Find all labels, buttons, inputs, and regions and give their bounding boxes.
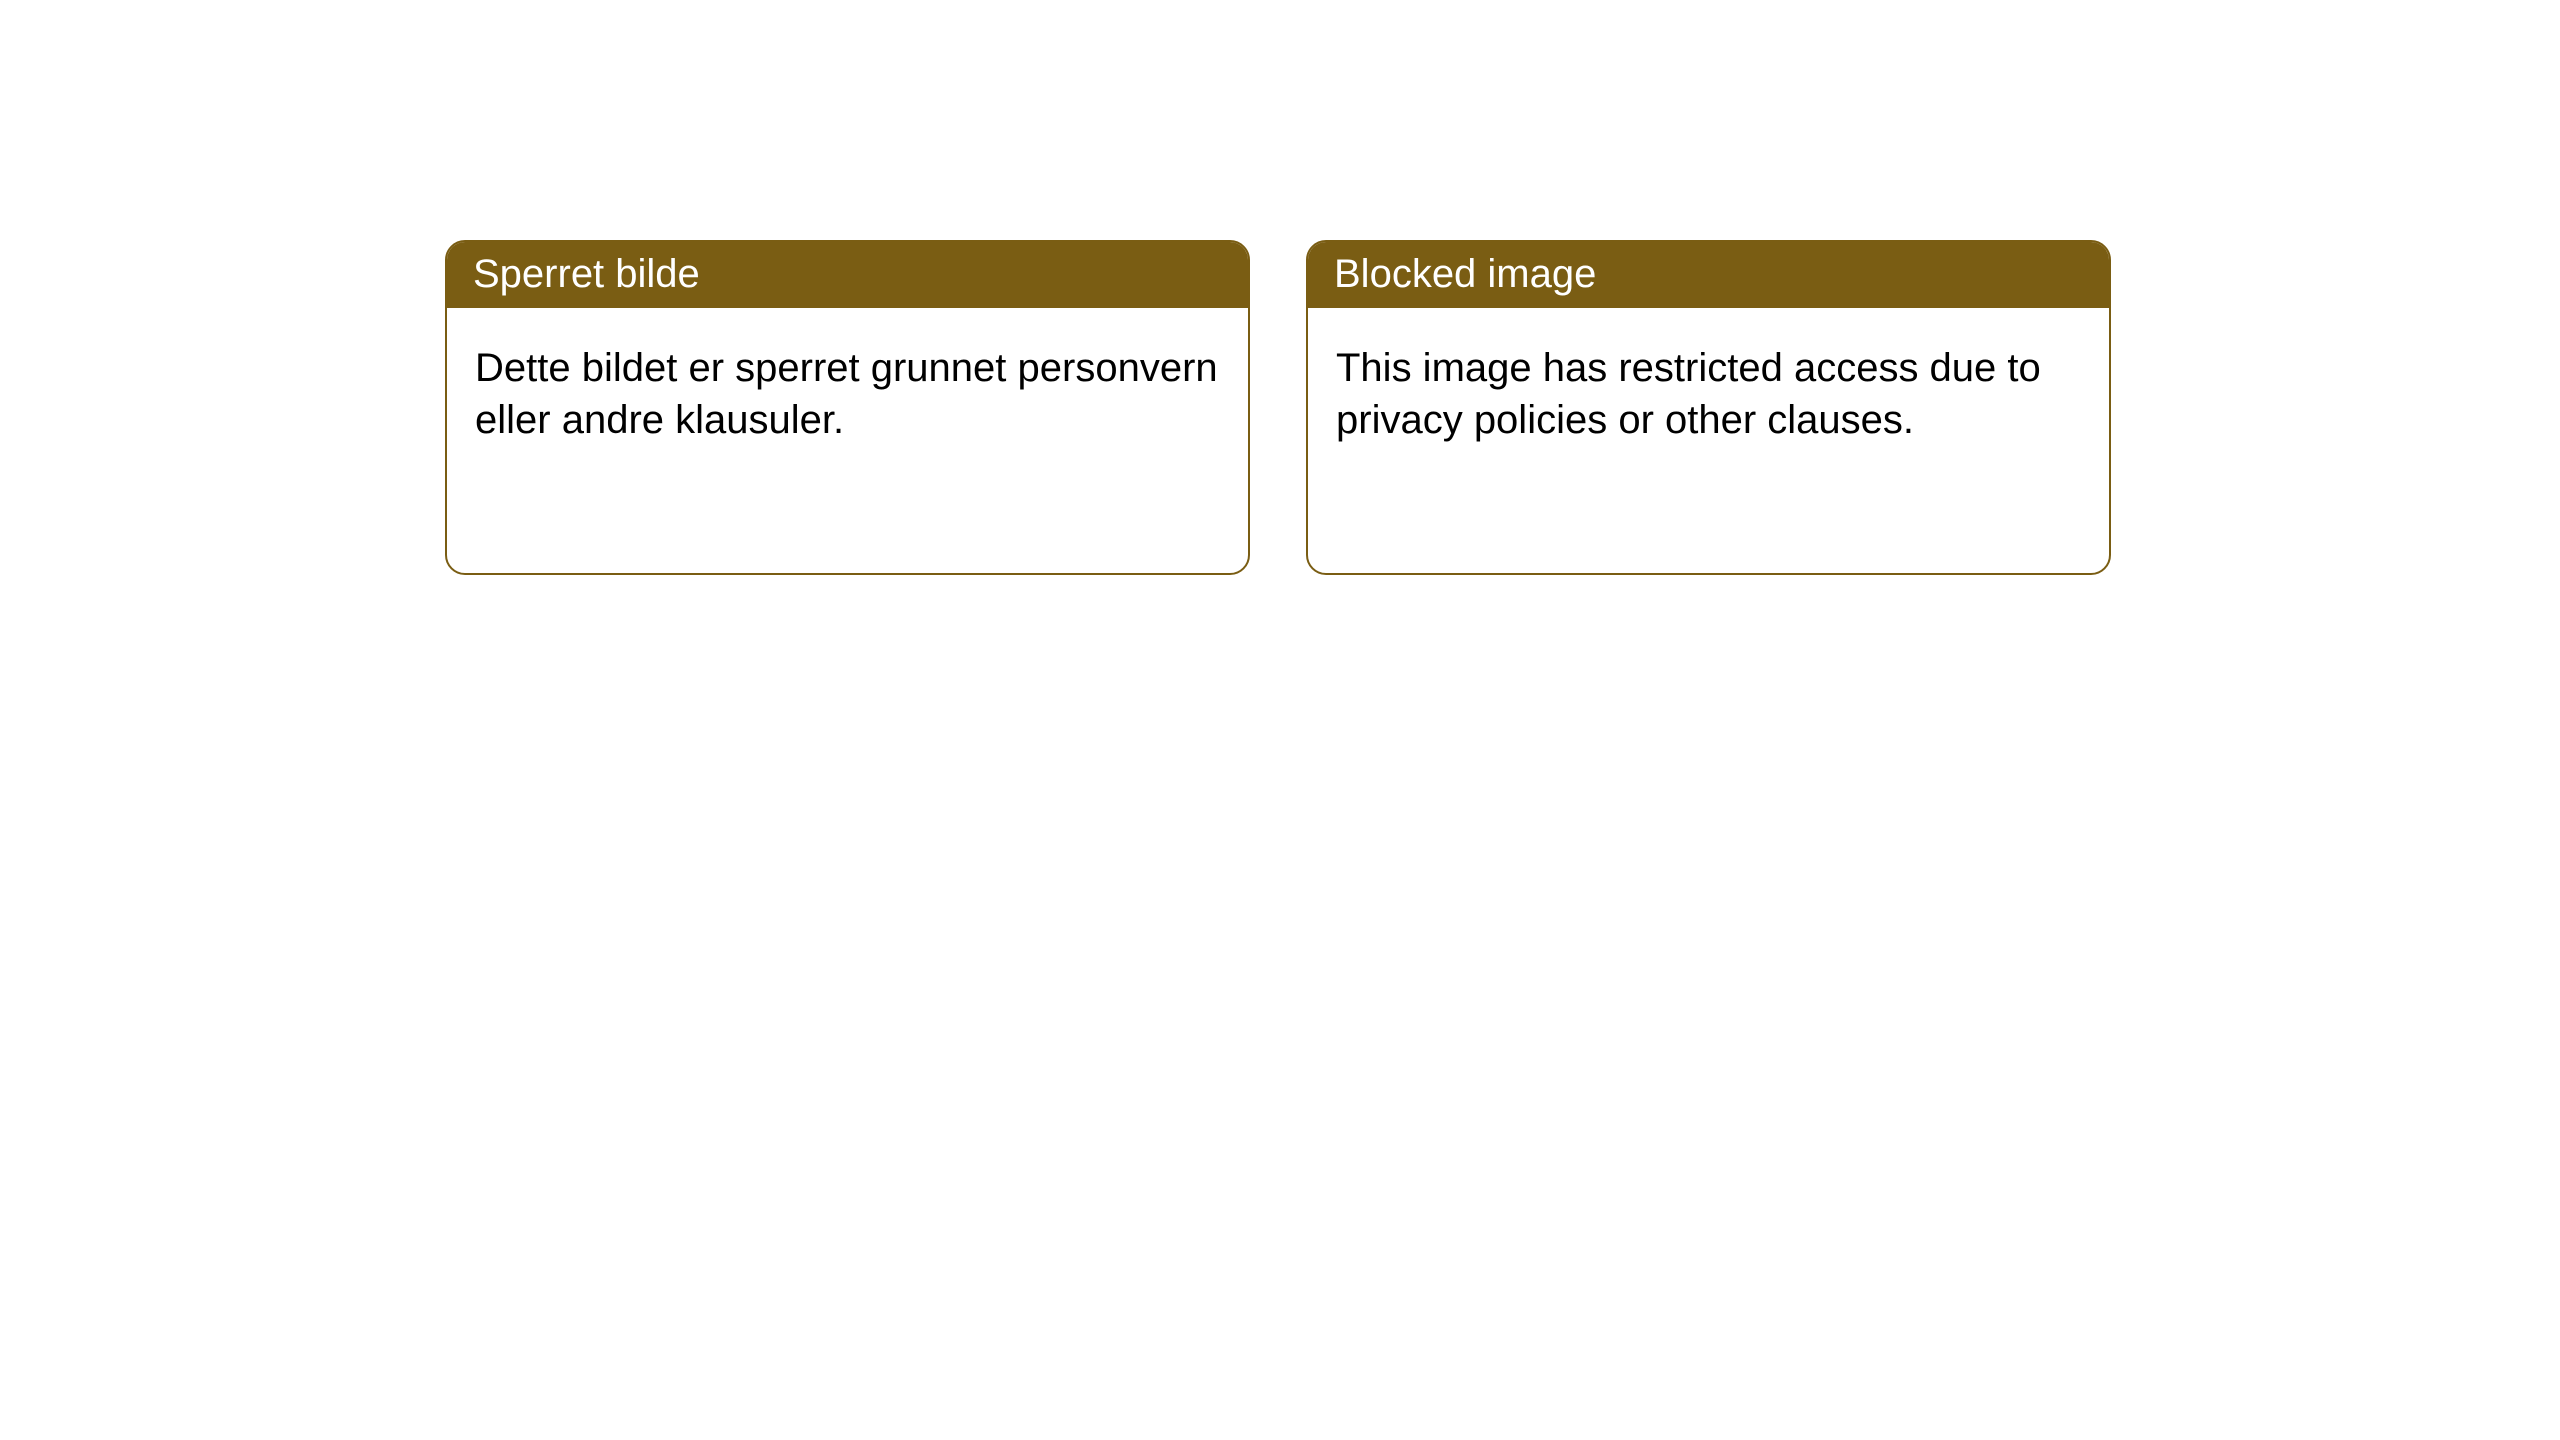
card-body: Dette bildet er sperret grunnet personve… xyxy=(447,308,1248,480)
card-body: This image has restricted access due to … xyxy=(1308,308,2109,480)
notice-card-norwegian: Sperret bilde Dette bildet er sperret gr… xyxy=(445,240,1250,575)
notice-card-english: Blocked image This image has restricted … xyxy=(1306,240,2111,575)
card-header: Blocked image xyxy=(1308,242,2109,308)
card-header: Sperret bilde xyxy=(447,242,1248,308)
notice-container: Sperret bilde Dette bildet er sperret gr… xyxy=(445,240,2111,575)
